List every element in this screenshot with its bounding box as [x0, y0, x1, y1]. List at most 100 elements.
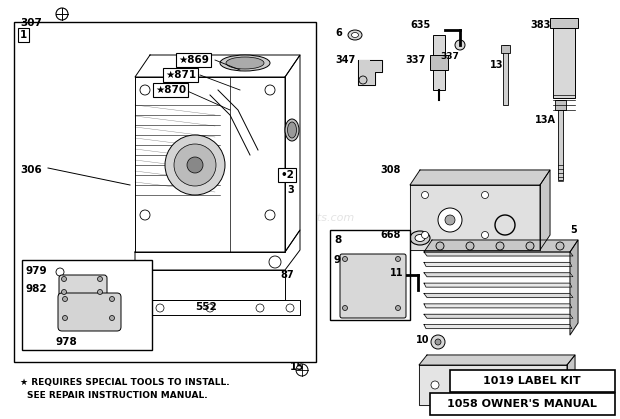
Text: 337: 337: [405, 55, 425, 65]
Text: 635: 635: [410, 20, 430, 30]
Circle shape: [265, 85, 275, 95]
Text: 383: 383: [530, 20, 551, 30]
Bar: [430, 393, 615, 415]
Bar: [330, 230, 410, 320]
Text: 307: 307: [20, 18, 42, 28]
Polygon shape: [285, 55, 300, 252]
Circle shape: [396, 305, 401, 310]
Circle shape: [556, 242, 564, 250]
Circle shape: [256, 304, 264, 312]
Bar: [553, 18, 575, 98]
Bar: [501, 45, 510, 53]
Circle shape: [482, 191, 489, 199]
Text: 306: 306: [20, 165, 42, 175]
Text: 5: 5: [570, 225, 577, 235]
Text: 979: 979: [26, 266, 48, 276]
Polygon shape: [110, 300, 300, 315]
Circle shape: [187, 157, 203, 173]
Circle shape: [61, 290, 66, 295]
Text: 337: 337: [440, 52, 459, 61]
Text: ★ REQUIRES SPECIAL TOOLS TO INSTALL.: ★ REQUIRES SPECIAL TOOLS TO INSTALL.: [20, 378, 229, 388]
Circle shape: [110, 297, 115, 302]
Circle shape: [438, 208, 462, 232]
Text: •2: •2: [280, 170, 294, 180]
Circle shape: [97, 277, 102, 282]
Text: ★870: ★870: [155, 85, 186, 95]
Circle shape: [63, 316, 68, 321]
Circle shape: [482, 232, 489, 238]
Text: 1: 1: [20, 30, 27, 40]
Ellipse shape: [288, 122, 296, 138]
Ellipse shape: [410, 231, 430, 245]
Circle shape: [61, 277, 66, 282]
Ellipse shape: [348, 30, 362, 40]
Circle shape: [435, 339, 441, 345]
Circle shape: [526, 242, 534, 250]
Circle shape: [436, 242, 444, 250]
Circle shape: [455, 40, 465, 50]
Bar: [22, 260, 152, 350]
Circle shape: [110, 316, 115, 321]
Text: 13A: 13A: [535, 115, 556, 125]
Circle shape: [496, 242, 504, 250]
Polygon shape: [135, 77, 285, 252]
Circle shape: [56, 8, 68, 20]
Text: 3: 3: [287, 185, 294, 195]
Text: 13: 13: [490, 60, 503, 70]
Bar: [503, 45, 508, 105]
Polygon shape: [410, 170, 550, 185]
Circle shape: [286, 304, 294, 312]
Bar: [450, 370, 615, 392]
Circle shape: [140, 85, 150, 95]
Polygon shape: [410, 185, 540, 250]
FancyBboxPatch shape: [340, 254, 406, 318]
Circle shape: [551, 381, 559, 389]
Text: ★871: ★871: [165, 70, 196, 80]
Polygon shape: [567, 355, 575, 405]
Circle shape: [156, 304, 164, 312]
Circle shape: [422, 232, 428, 238]
Polygon shape: [135, 55, 300, 77]
Bar: [433, 35, 445, 90]
Circle shape: [265, 210, 275, 220]
Polygon shape: [570, 240, 578, 335]
Ellipse shape: [352, 33, 358, 37]
Bar: [555, 100, 566, 110]
Text: SEE REPAIR INSTRUCTION MANUAL.: SEE REPAIR INSTRUCTION MANUAL.: [27, 391, 208, 401]
Circle shape: [140, 210, 150, 220]
Text: 978: 978: [55, 337, 77, 347]
Circle shape: [466, 242, 474, 250]
Text: 11: 11: [390, 268, 404, 278]
Ellipse shape: [415, 235, 425, 241]
Polygon shape: [419, 365, 567, 405]
Circle shape: [342, 256, 347, 261]
Bar: [14, 22, 316, 362]
Text: 552: 552: [195, 302, 217, 312]
Circle shape: [56, 268, 64, 276]
Polygon shape: [135, 230, 300, 270]
FancyBboxPatch shape: [59, 275, 107, 303]
Polygon shape: [424, 240, 578, 252]
FancyBboxPatch shape: [58, 293, 121, 331]
Ellipse shape: [220, 55, 270, 71]
Polygon shape: [135, 270, 285, 300]
Text: 15: 15: [290, 362, 304, 372]
Bar: [558, 100, 563, 180]
Polygon shape: [424, 283, 572, 287]
Circle shape: [342, 305, 347, 310]
Text: 6: 6: [335, 28, 342, 38]
Text: 10: 10: [416, 335, 430, 345]
Circle shape: [511, 381, 519, 389]
Text: 308: 308: [380, 165, 401, 175]
Circle shape: [206, 304, 214, 312]
Ellipse shape: [285, 119, 299, 141]
Text: 982: 982: [26, 284, 48, 294]
Circle shape: [165, 135, 225, 195]
Circle shape: [471, 381, 479, 389]
Text: 1058 OWNER'S MANUAL: 1058 OWNER'S MANUAL: [447, 399, 597, 409]
Circle shape: [269, 256, 281, 268]
Polygon shape: [424, 325, 572, 328]
Polygon shape: [424, 273, 573, 277]
Circle shape: [296, 364, 308, 376]
Circle shape: [174, 144, 216, 186]
